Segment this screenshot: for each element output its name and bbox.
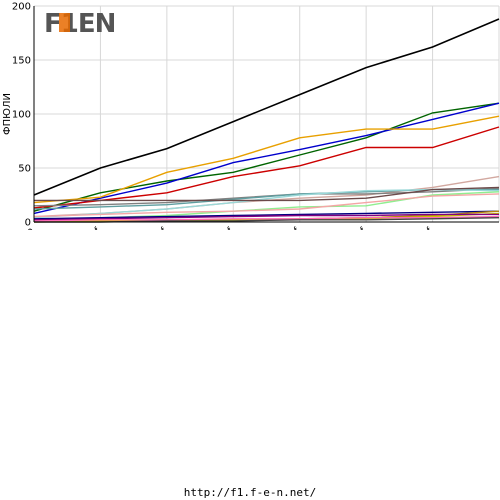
x-tick-label: o [25,226,36,230]
series-line-2 [33,102,500,212]
y-tick-label: 200 [12,2,31,13]
site-logo: F1EN [44,9,116,39]
y-tick-labels: 0 50 100 150 200 [12,2,31,229]
series-line-16 [33,213,499,221]
axes [33,6,499,223]
y-axis-label: ФПЮЛИ [2,93,13,135]
x-tick-label: of [156,225,170,230]
y-tick-label: 100 [12,110,31,121]
chart: F1EN 0 50 100 150 200 o of of of of of of ФПЮЛИ [2,2,500,230]
series-line-17 [33,215,500,222]
x-tick-label: of [289,225,303,230]
series-line-10 [34,186,500,202]
series-line-13 [33,210,500,220]
series-line-4 [33,115,500,204]
x-tick-label: of [222,225,236,230]
x-tick-labels: o of of of of of of [25,225,435,230]
series-lines [33,18,500,223]
series-line-1 [33,18,500,196]
x-tick-label: of [355,225,369,230]
footer-url[interactable]: http://f1.f-e-n.net/ [183,486,317,499]
x-tick-label: of [89,225,103,230]
series-line-9 [33,188,500,219]
logo-accent [59,13,70,32]
x-tick-label: of [421,225,435,230]
y-tick-label: 150 [12,56,31,67]
logo-text: F1EN [44,9,115,39]
y-tick-label: 50 [18,164,31,175]
series-line-12 [33,193,500,218]
series-line-3 [33,102,500,215]
series-line-5 [33,126,500,209]
y-tick-label: 0 [25,218,31,229]
